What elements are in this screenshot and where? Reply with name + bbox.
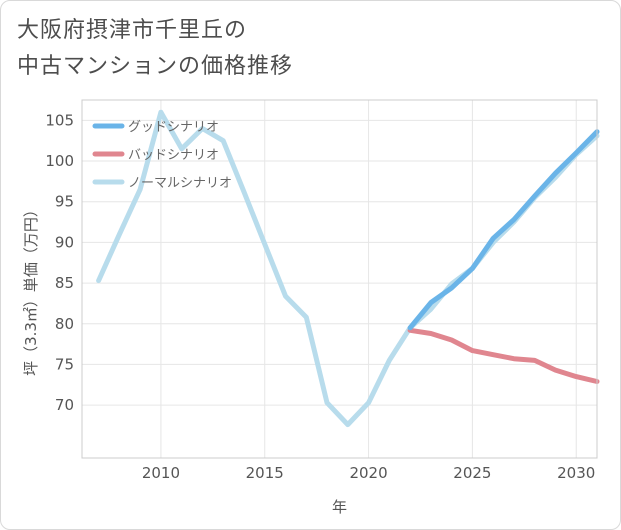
chart-title-line-2: 中古マンションの価格推移 <box>17 54 294 79</box>
x-tick-label-2030: 2030 <box>557 464 595 482</box>
y-tick-label-85: 85 <box>55 274 74 292</box>
y-tick-label-105: 105 <box>45 111 74 129</box>
chart-title-line-1: 大阪府摂津市千里丘の <box>17 18 248 43</box>
series-lines <box>96 109 600 428</box>
chart-title: 大阪府摂津市千里丘の 中古マンションの価格推移 <box>17 13 577 85</box>
plot-frame <box>81 99 598 459</box>
series-line-0 <box>407 129 600 331</box>
legend-label-0: グッドシナリオ <box>128 120 219 135</box>
x-tick-label-2025: 2025 <box>453 464 491 482</box>
series-line-1 <box>407 327 600 384</box>
y-axis-title: 坪（3.3㎡）単価（万円） <box>22 202 40 376</box>
y-tick-label-70: 70 <box>55 396 74 414</box>
y-tick-label-100: 100 <box>45 152 74 170</box>
grid-lines <box>82 100 597 458</box>
x-tick-label-2020: 2020 <box>349 464 387 482</box>
y-tick-label-95: 95 <box>55 193 74 211</box>
x-tick-label-2015: 2015 <box>246 464 284 482</box>
axes: 70 75 80 85 90 95 100 105 2010 2015 2020 2025 2030 年 坪… <box>22 99 598 516</box>
y-tick-label-80: 80 <box>55 315 74 333</box>
legend-label-2: ノーマルシナリオ <box>128 176 232 191</box>
y-tick-label-75: 75 <box>55 355 74 373</box>
legend-label-1: バッドシナリオ <box>128 148 219 163</box>
x-axis-title: 年 <box>332 498 347 516</box>
x-tick-label-2010: 2010 <box>142 464 180 482</box>
y-tick-label-90: 90 <box>55 233 74 251</box>
